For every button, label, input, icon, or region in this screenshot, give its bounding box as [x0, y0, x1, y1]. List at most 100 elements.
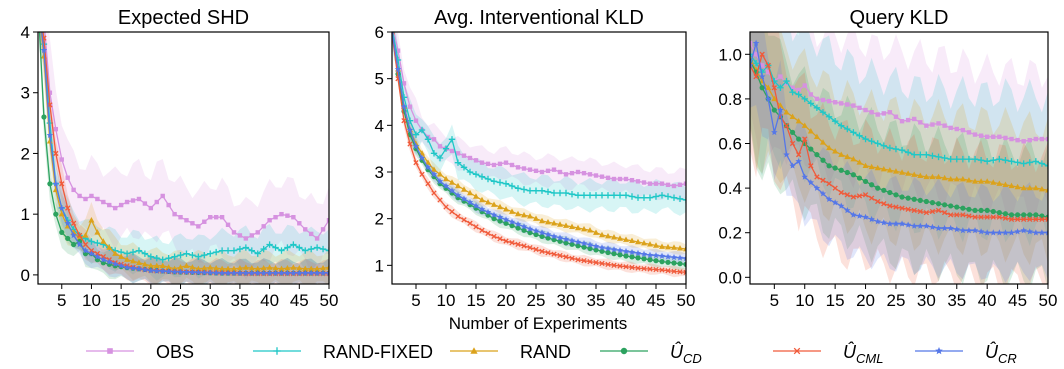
point-u-cr-40 — [266, 269, 273, 276]
point-rand-29 — [917, 172, 924, 179]
point-obs-19 — [497, 161, 503, 167]
point-u-cr-10 — [88, 250, 95, 257]
point-obs-10 — [89, 193, 94, 199]
point-u-cd-17 — [844, 169, 850, 176]
point-rand-26 — [539, 217, 545, 224]
point-rand-46 — [1020, 184, 1027, 191]
point-rand-45 — [1014, 183, 1021, 190]
point-u-cml-29 — [917, 208, 923, 215]
point-u-cr-5 — [58, 204, 65, 211]
point-u-cml-31 — [929, 208, 936, 215]
point-rand-fixed-30 — [923, 151, 930, 158]
point-u-cml-16 — [838, 189, 844, 196]
point-u-cr-14 — [825, 195, 833, 203]
point-obs-11 — [449, 148, 455, 154]
y-tick-label: 1 — [375, 256, 384, 275]
point-rand-24 — [527, 213, 533, 219]
point-u-cml-7 — [783, 123, 790, 129]
x-tick-label: 50 — [677, 291, 696, 310]
legend-label-u-cr: ÛCR — [985, 341, 1017, 364]
axes-frame — [37, 31, 330, 285]
point-rand-18 — [135, 259, 142, 265]
point-u-cr-6 — [777, 106, 784, 113]
point-u-cr-26 — [898, 220, 906, 227]
legend-label-obs: OBS — [156, 342, 194, 362]
point-rand-49 — [677, 245, 683, 251]
point-u-cd-33 — [581, 244, 587, 250]
point-rand-fixed-17 — [844, 125, 851, 133]
point-obs-35 — [593, 173, 599, 178]
point-rand-6 — [777, 102, 784, 108]
point-rand-fixed-15 — [472, 171, 480, 178]
x-tick-label: 50 — [1039, 291, 1058, 310]
point-u-cr-42 — [634, 249, 642, 256]
point-u-cd-15 — [832, 165, 838, 171]
point-rand-fixed-25 — [892, 145, 900, 153]
point-obs-3 — [759, 63, 765, 68]
point-rand-49 — [1038, 186, 1045, 192]
point-obs-6 — [778, 74, 783, 79]
point-obs-31 — [569, 170, 575, 176]
y-tick-label: 0.4 — [718, 179, 742, 198]
point-obs-41 — [629, 177, 635, 183]
point-u-cd-37 — [966, 206, 972, 212]
point-rand-18 — [850, 155, 857, 162]
point-u-cml-14 — [826, 180, 832, 187]
point-rand-29 — [201, 265, 208, 271]
point-rand-fixed-50 — [1044, 162, 1048, 170]
point-obs-14 — [113, 205, 118, 211]
point-rand-fixed-37 — [248, 247, 255, 254]
point-rand-fixed-41 — [628, 193, 636, 200]
point-rand-fixed-23 — [520, 186, 528, 193]
point-u-cr-40 — [622, 247, 630, 255]
legend-marker-rand-fixed — [273, 347, 281, 355]
point-obs-4 — [53, 126, 59, 132]
point-rand-fixed-1 — [389, 24, 395, 30]
point-u-cr-24 — [171, 268, 178, 275]
point-obs-20 — [863, 107, 868, 113]
point-u-cr-2 — [394, 65, 402, 73]
point-rand-32 — [219, 265, 226, 272]
point-rand-fixed-32 — [574, 192, 582, 199]
point-rand-fixed-12 — [454, 159, 462, 166]
point-rand-20 — [503, 206, 509, 212]
point-obs-48 — [314, 236, 320, 241]
x-tick-label: 10 — [82, 291, 101, 310]
point-u-cr-34 — [586, 241, 594, 248]
point-obs-19 — [857, 105, 862, 111]
point-u-cr-45 — [652, 252, 660, 259]
point-u-cr-37 — [248, 269, 256, 276]
point-rand-48 — [314, 265, 321, 272]
point-u-cr-11 — [94, 253, 101, 260]
point-u-cd-42 — [635, 255, 641, 261]
chart-panel-1: Expected SHD 5 10 15 20 25 30 35 40 45 50 0 1 2 3 4 — [21, 7, 339, 310]
point-rand-fixed-7 — [424, 136, 432, 143]
point-rand-fixed-28 — [911, 151, 918, 158]
point-obs-12 — [455, 151, 461, 156]
point-rand-50 — [326, 264, 329, 270]
point-rand-fixed-44 — [290, 241, 297, 248]
point-obs-32 — [575, 169, 581, 175]
point-rand-fixed-43 — [1002, 157, 1009, 164]
point-rand-fixed-25 — [177, 251, 184, 259]
point-u-cr-48 — [1032, 229, 1040, 236]
point-rand-fixed-8 — [430, 150, 438, 157]
point-u-cml-7 — [70, 220, 77, 226]
point-rand-fixed-47 — [664, 193, 672, 200]
point-u-cr-16 — [837, 202, 845, 209]
point-rand-22 — [159, 262, 166, 268]
point-u-cr-49 — [1038, 229, 1046, 236]
point-rand-fixed-40 — [983, 158, 991, 165]
point-rand-fixed-22 — [514, 185, 522, 192]
point-u-cr-47 — [307, 269, 315, 276]
point-obs-18 — [491, 162, 497, 168]
point-rand-24 — [886, 167, 893, 173]
point-u-cml-12 — [814, 174, 820, 180]
point-obs-45 — [297, 221, 302, 226]
point-u-cd-48 — [1033, 212, 1039, 218]
point-u-cr-28 — [550, 233, 558, 240]
point-u-cr-45 — [296, 269, 303, 276]
point-u-cml-37 — [966, 213, 972, 219]
point-obs-16 — [124, 199, 130, 205]
